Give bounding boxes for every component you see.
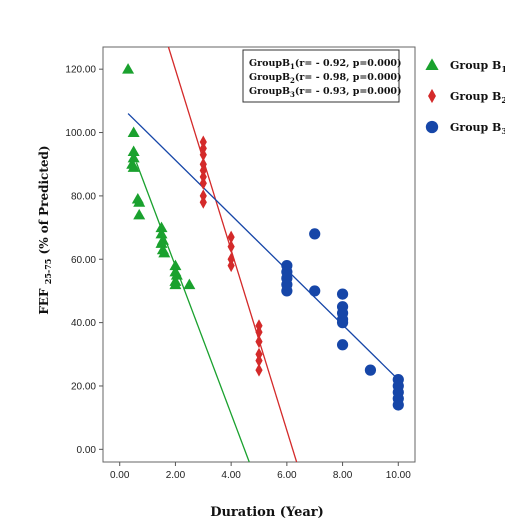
data-point [364,364,377,376]
data-point [255,354,263,368]
legend-label: Group B3 [450,121,505,136]
annotation-rest: (r= - 0.93, p=0.000) [295,86,402,97]
x-axis-title: Duration (Year) [210,505,324,520]
y-axis-title-main: FEF [37,288,51,315]
y-tick-label: 20.00 [71,381,96,392]
data-point [127,145,140,157]
data-point [336,317,349,329]
axis-ticks: 0.00 2.00 4.00 6.00 8.00 10.00 0.00 20.00 40.00 6… [65,65,411,481]
legend-label: Group B2 [450,90,505,105]
data-point [392,399,404,411]
plot-area [102,46,416,463]
data-point [127,151,140,163]
data-point [169,278,182,290]
annotation-line: GroupB3(r= - 0.93, p=0.000) [249,86,402,99]
annotation-sub: 1 [290,62,295,71]
y-tick-label: 120.00 [65,65,96,76]
legend-marker [428,88,436,104]
data-point [127,161,140,172]
legend-label-sub: 1 [501,64,505,74]
y-axis-title-rest: (% of Predicted) [37,145,51,254]
legend-label: Group B1 [450,59,505,74]
x-tick-label: 10.00 [386,470,411,481]
data-point [155,227,168,239]
x-tick-label: 4.00 [221,470,241,481]
data-point [199,148,207,162]
correlation-annotation: GroupB1(r= - 0.92, p=0.000)GroupB2(r= - … [249,58,402,99]
fit-line [167,47,298,462]
data-point [281,285,293,297]
data-point [227,259,235,273]
annotation-prefix: GroupB [249,72,290,83]
legend-label-main: Group B [450,121,501,134]
data-point [199,195,207,209]
x-tick-label: 2.00 [166,470,186,481]
data-point [158,246,171,258]
y-tick-label: 80.00 [71,191,96,202]
data-point [309,228,321,240]
legend-label-sub: 3 [501,126,505,136]
data-point [155,221,168,233]
y-tick-label: 0.00 [77,445,97,456]
data-point [336,339,349,351]
fit-line [135,162,250,462]
legend-label-main: Group B [450,90,501,103]
annotation-line: GroupB2(r= - 0.98, p=0.000) [249,72,402,85]
x-tick-label: 8.00 [333,470,353,481]
data-point [122,63,135,74]
data-point [199,176,207,190]
data-point [155,237,168,248]
legend-label-main: Group B [450,59,501,72]
data-point [183,278,196,290]
data-point [133,196,146,207]
data-point [309,285,321,297]
data-point [255,335,263,349]
data-point [227,230,235,244]
data-point [336,288,349,300]
data-point [170,269,183,280]
annotation-rest: (r= - 0.98, p=0.000) [295,72,402,83]
y-tick-label: 100.00 [65,128,96,139]
x-tick-label: 0.00 [110,470,130,481]
fit-line [127,113,399,381]
annotation-rest: (r= - 0.92, p=0.000) [295,58,402,69]
data-point [255,325,263,339]
data-point [127,126,140,138]
legend-marker [425,58,439,70]
y-axis-title: FEF 25-75 (% of Predicted) [37,145,54,314]
data-point [255,363,263,377]
x-tick-label: 6.00 [277,470,297,481]
data-point [169,259,182,271]
annotation-prefix: GroupB [249,86,290,97]
annotation-box [242,49,400,103]
y-tick-label: 40.00 [71,318,96,329]
legend-label-sub: 2 [501,95,505,105]
annotation-prefix: GroupB [249,58,290,69]
y-tick-label: 60.00 [71,255,96,266]
y-axis-title-sub: 25-75 [43,259,53,285]
regression-lines [127,47,399,462]
annotation-sub: 2 [290,76,295,85]
annotation-line: GroupB1(r= - 0.92, p=0.000) [249,58,402,71]
data-point [227,240,235,254]
annotation-sub: 3 [290,90,295,99]
data-point [133,208,146,220]
legend-marker [425,120,439,134]
data-points [122,63,404,411]
